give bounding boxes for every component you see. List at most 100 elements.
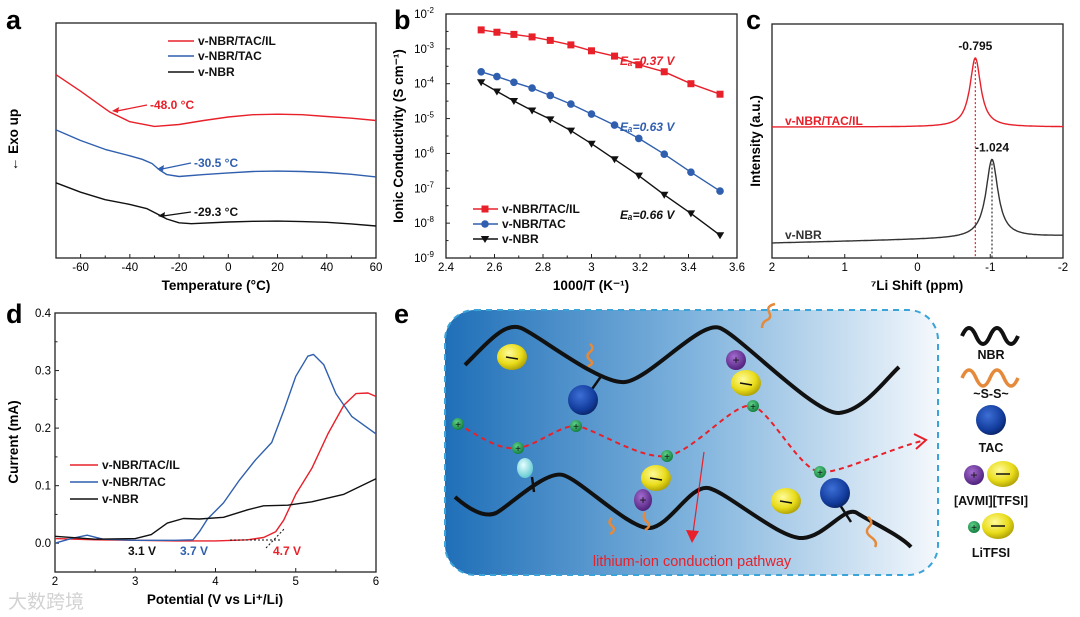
x-tick-label: 3.6 <box>729 262 745 274</box>
chart-c: 2 1 0 -1 -2 ⁷Li Shift (ppm) Intensity (a.u.) -0… <box>748 23 1068 293</box>
tg-annotation: -29.3 °C <box>194 205 238 219</box>
series-line-v-nbr-tac-il <box>481 29 721 95</box>
data-point <box>546 36 554 44</box>
legend-label: v-NBR/TAC/IL <box>198 34 276 48</box>
tac-sphere-icon <box>820 478 850 508</box>
panel-label-e: e <box>394 299 409 329</box>
x-tick-label: -1 <box>985 262 995 274</box>
legend-label: v-NBR/TAC/IL <box>102 458 180 472</box>
y-axis-label: Intensity (a.u.) <box>748 95 763 187</box>
annotation-arrow <box>116 104 148 112</box>
data-point <box>509 97 519 105</box>
x-tick-label: -20 <box>171 262 188 274</box>
data-point <box>610 121 619 129</box>
y-tick-exponent: -8 <box>427 215 435 224</box>
svg-text:+: + <box>515 444 521 455</box>
cyan-bead-icon <box>517 458 533 478</box>
legend-label: v-NBR/TAC <box>102 475 166 489</box>
data-point <box>687 168 695 176</box>
series-line-v-nbr <box>55 182 377 227</box>
li-ion-icon: + <box>747 400 759 413</box>
x-tick-label: 0 <box>914 262 920 274</box>
y-tick-exponent: -6 <box>427 145 435 154</box>
x-tick-label: 2.8 <box>535 262 551 274</box>
data-point <box>510 78 518 87</box>
diagram-box <box>444 309 939 576</box>
annotation-arrow <box>161 162 192 170</box>
peak-label: -0.795 <box>958 39 992 53</box>
data-point <box>587 110 596 118</box>
onset-voltage-label: 3.7 V <box>180 544 208 558</box>
series-label: v-NBR/TAC/IL <box>785 114 863 128</box>
y-tick-exponent: -5 <box>427 111 435 120</box>
li-ion-icon: + <box>661 450 673 463</box>
y-tick-base: 10 <box>414 9 427 21</box>
activation-energy-label: Eₐ=0.37 V <box>620 54 675 68</box>
anion-icon <box>731 370 761 396</box>
y-tick-base: 10 <box>414 253 427 265</box>
y-tick-base: 10 <box>414 218 427 230</box>
data-point <box>476 79 486 87</box>
y-tick-label: 0.1 <box>35 481 51 493</box>
x-tick-label: 0 <box>225 262 231 274</box>
data-point <box>687 80 695 88</box>
chart-b: 2.4 2.6 2.8 3 3.2 3.4 3.610-910-810-710-610-51… <box>391 6 745 293</box>
data-point <box>634 172 643 180</box>
data-point <box>660 191 669 199</box>
y-tick-base: 10 <box>414 148 427 160</box>
onset-voltage-label: 3.1 V <box>128 544 156 558</box>
x-tick-label: 1 <box>842 262 848 274</box>
data-point <box>477 26 485 34</box>
series-label: v-NBR <box>785 228 822 242</box>
data-point <box>715 232 725 240</box>
x-tick-label: 4 <box>212 576 219 588</box>
blue-sphere-icon <box>976 405 1006 435</box>
caption-pointer <box>692 451 705 534</box>
data-point <box>527 107 537 115</box>
data-point <box>716 187 724 195</box>
series-line-v-nbr-tac <box>480 71 721 192</box>
x-tick-label: -2 <box>1058 262 1068 274</box>
x-tick-label: -40 <box>122 262 139 274</box>
data-point <box>492 88 502 96</box>
y-axis-label: Current (mA) <box>6 400 21 483</box>
svg-text:+: + <box>573 422 579 433</box>
peak-label: -1.024 <box>975 140 1009 154</box>
series-line-v-nbr-tac-il <box>772 57 1063 128</box>
data-point <box>716 90 724 98</box>
data-point <box>546 116 555 124</box>
li-ion-icon: + <box>570 420 582 433</box>
y-tick-base: 10 <box>414 114 427 126</box>
activation-energy-label: Eₐ=0.63 V <box>620 120 675 134</box>
panel-label-d: d <box>6 299 23 329</box>
li-ion-icon: + <box>512 442 524 455</box>
x-tick-label: 3 <box>132 576 138 588</box>
legend-label: v-NBR <box>102 492 139 506</box>
data-point <box>634 134 643 143</box>
legend-label: v-NBR/TAC <box>502 217 566 231</box>
data-point <box>566 127 576 135</box>
y-tick-exponent: -4 <box>427 76 435 85</box>
y-tick-label: 10-9 <box>414 250 434 265</box>
x-axis-label: Temperature (°C) <box>162 278 271 293</box>
y-tick-label: 10-8 <box>414 215 434 230</box>
data-point <box>587 140 596 148</box>
y-tick-label: 0.3 <box>35 366 51 378</box>
activation-energy-label: Eₐ=0.66 V <box>620 208 675 222</box>
avmi-cation-icon: + <box>726 350 746 370</box>
x-tick-label: 3.4 <box>681 262 698 274</box>
x-tick-label: 2 <box>52 576 58 588</box>
anion-icon <box>497 344 527 370</box>
data-point <box>510 30 518 38</box>
legend-label-litfsi: LiTFSI <box>972 546 1010 560</box>
x-axis-label: Potential (V vs Li⁺/Li) <box>147 592 283 607</box>
chart-a: -60 -40 -20 0 20 40 60 Temperature (°C) ← Exo up… <box>6 22 382 293</box>
x-tick-label: 6 <box>373 576 379 588</box>
svg-text:+: + <box>455 420 461 431</box>
purple-cation-yellow-anion-icon: + <box>964 461 1019 487</box>
y-tick-base: 10 <box>414 183 427 195</box>
data-point <box>611 52 619 60</box>
series-line-v-nbr-tac-il <box>55 74 377 128</box>
anion-icon <box>771 488 801 514</box>
